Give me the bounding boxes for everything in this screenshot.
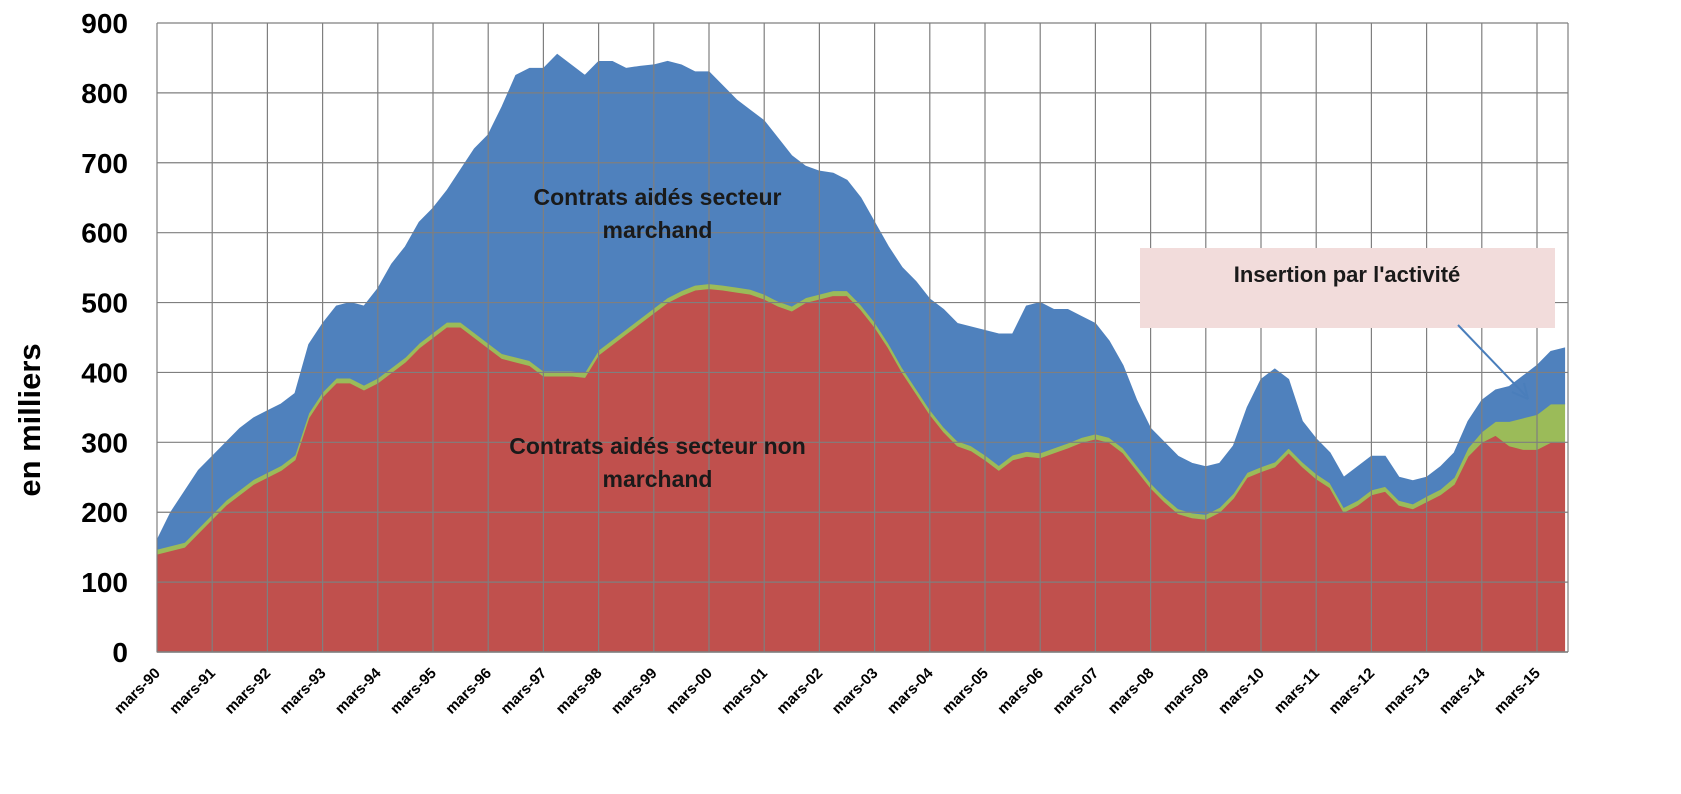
x-tick-label: mars-01	[718, 665, 771, 718]
y-tick-label: 300	[81, 427, 128, 458]
y-tick-label: 800	[81, 78, 128, 109]
x-tick-label: mars-04	[884, 664, 937, 717]
x-tick-label: mars-97	[498, 665, 551, 718]
x-tick-label: mars-09	[1160, 665, 1213, 718]
x-tick-label: mars-05	[939, 665, 992, 718]
x-tick-label: mars-15	[1491, 665, 1544, 718]
x-tick-label: mars-07	[1050, 665, 1103, 718]
x-tick-label: mars-10	[1215, 665, 1268, 718]
series-label: Contrats aidés secteur non marchand	[509, 433, 806, 492]
annotation-arrowhead	[1511, 382, 1529, 400]
x-tick-label: mars-12	[1326, 665, 1379, 718]
x-tick-label: mars-94	[332, 664, 385, 717]
x-tick-label: mars-92	[222, 665, 275, 718]
series-label: Insertion par l'activité	[1234, 262, 1461, 287]
x-tick-label: mars-11	[1271, 665, 1323, 717]
x-tick-label: mars-96	[442, 665, 495, 718]
annotation-arrow	[1457, 324, 1527, 397]
x-tick-label: mars-91	[166, 665, 219, 718]
x-tick-label: mars-90	[111, 665, 164, 718]
x-tick-label: mars-08	[1105, 665, 1158, 718]
x-tick-label: mars-00	[663, 665, 716, 718]
x-tick-label: mars-06	[994, 665, 1047, 718]
y-tick-label: 600	[81, 218, 128, 249]
x-tick-label: mars-02	[774, 665, 827, 718]
x-tick-label: mars-99	[608, 665, 661, 718]
y-axis-label: en milliers	[12, 343, 47, 496]
y-tick-label: 700	[81, 148, 128, 179]
annotation-box	[1140, 248, 1555, 328]
x-tick-label: mars-14	[1436, 664, 1489, 717]
y-tick-label: 400	[81, 357, 128, 388]
areas	[156, 53, 1566, 653]
y-tick-label: 0	[112, 637, 128, 668]
y-tick-label: 100	[81, 567, 128, 598]
series-label: Contrats aidés secteur marchand	[533, 184, 782, 243]
x-tick-label: mars-93	[277, 665, 330, 718]
x-tick-label: mars-98	[553, 665, 606, 718]
y-tick-label: 500	[81, 288, 128, 319]
x-tick-label: mars-95	[387, 665, 440, 718]
x-tick-label: mars-13	[1381, 665, 1434, 718]
x-tick-label: mars-03	[829, 665, 882, 718]
y-tick-label: 900	[81, 8, 128, 39]
area	[156, 53, 1566, 550]
y-tick-label: 200	[81, 497, 128, 528]
